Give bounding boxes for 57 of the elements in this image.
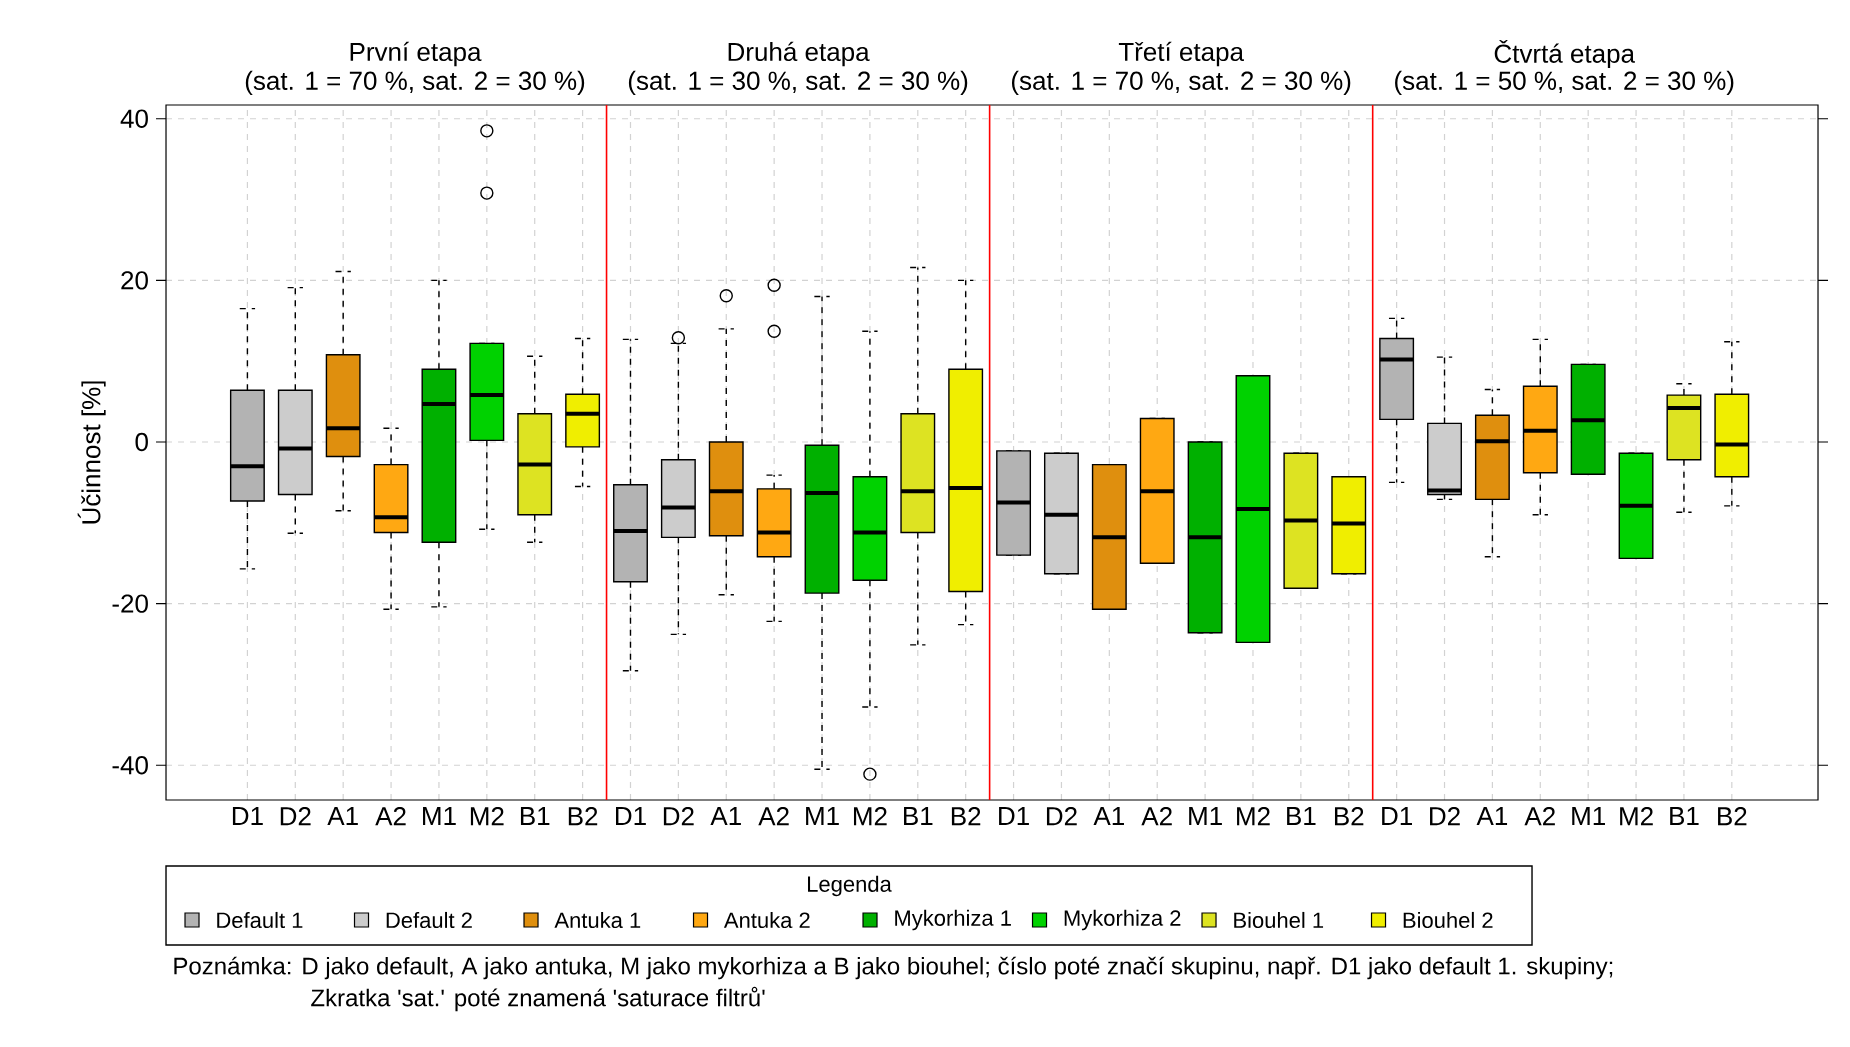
legend-label: Biouhel 1	[1234, 911, 1324, 929]
text: (sat. 1 = 30 %, sat. 2 = 30 %)	[628, 70, 968, 96]
x-tick-label: A2	[1524, 807, 1555, 826]
text: (sat. 1 = 50 %, sat. 2 = 30 %)	[1395, 70, 1734, 96]
x-tick-label: A1	[1476, 807, 1508, 825]
x-tick-label: D2	[663, 807, 694, 826]
x-tick-label: D1	[999, 807, 1029, 825]
y-axis-title: Účinnost [%]	[77, 381, 106, 524]
x-tick-label: B2	[1718, 807, 1747, 826]
text: Zkratka 'sat.' poté znamená 'saturace filtrů'	[311, 986, 765, 1012]
x-tick-label: D1	[1382, 807, 1412, 825]
text: Třetí etapa	[1118, 41, 1244, 67]
legend-title: Legenda	[808, 875, 892, 897]
legend-label: Antuka 1	[554, 911, 641, 929]
x-tick-label: B1	[520, 807, 550, 825]
text: Čtvrtá etapa	[1494, 39, 1636, 69]
x-tick-label: M1	[806, 807, 839, 825]
y-tick-label: -20	[112, 594, 148, 613]
y-tick-label: 0	[135, 432, 148, 452]
y-tick-label: 40	[120, 109, 148, 128]
x-tick-label: A2	[1141, 807, 1172, 826]
x-tick-label: D2	[1430, 807, 1460, 826]
x-tick-label: D1	[232, 807, 263, 825]
legend-label: Default 2	[386, 911, 472, 929]
x-tick-label: M1	[423, 807, 456, 825]
y-tick-label: 20	[121, 271, 148, 290]
x-tick-label: M1	[1189, 807, 1222, 825]
text: První etapa	[350, 41, 482, 67]
x-tick-label: M2	[1620, 807, 1653, 826]
x-tick-label: A1	[1093, 807, 1124, 825]
x-tick-label: M2	[1237, 807, 1270, 826]
x-tick-label: B2	[568, 807, 598, 826]
text: (sat. 1 = 70 %, sat. 2 = 30 %)	[1011, 70, 1351, 96]
x-tick-label: M1	[1572, 807, 1605, 825]
x-tick-label: M2	[470, 807, 504, 826]
x-tick-label: B2	[951, 807, 981, 826]
x-tick-label: D2	[280, 807, 311, 826]
legend-label: Mykorhiza 1	[895, 909, 1011, 931]
legend-label: Default 1	[217, 911, 303, 929]
legend-label: Biouhel 2	[1403, 911, 1493, 929]
x-tick-label: B1	[1670, 807, 1699, 825]
legend-label: Antuka 2	[723, 911, 810, 929]
x-tick-label: A1	[710, 807, 741, 825]
x-tick-label: B2	[1334, 807, 1364, 826]
x-tick-label: D2	[1046, 807, 1077, 826]
text: Druhá etapa	[728, 41, 870, 67]
y-tick-label: -40	[112, 756, 148, 775]
x-tick-label: A2	[758, 807, 789, 826]
x-tick-label: D1	[616, 807, 646, 825]
x-tick-label: M2	[853, 807, 887, 826]
text: (sat. 1 = 70 %, sat. 2 = 30 %)	[245, 70, 585, 96]
legend-label: Mykorhiza 2	[1064, 909, 1181, 931]
x-tick-label: A2	[375, 807, 406, 826]
x-tick-label: A1	[327, 807, 358, 825]
x-tick-label: B1	[904, 807, 933, 825]
text: Poznámka: D jako default, A jako antuka, M jako mykorhiza a B jako biouhel; číslo poté značí skupinu, např. D1 jako default 1. skupiny;	[174, 956, 1613, 980]
x-tick-label: B1	[1287, 807, 1316, 825]
